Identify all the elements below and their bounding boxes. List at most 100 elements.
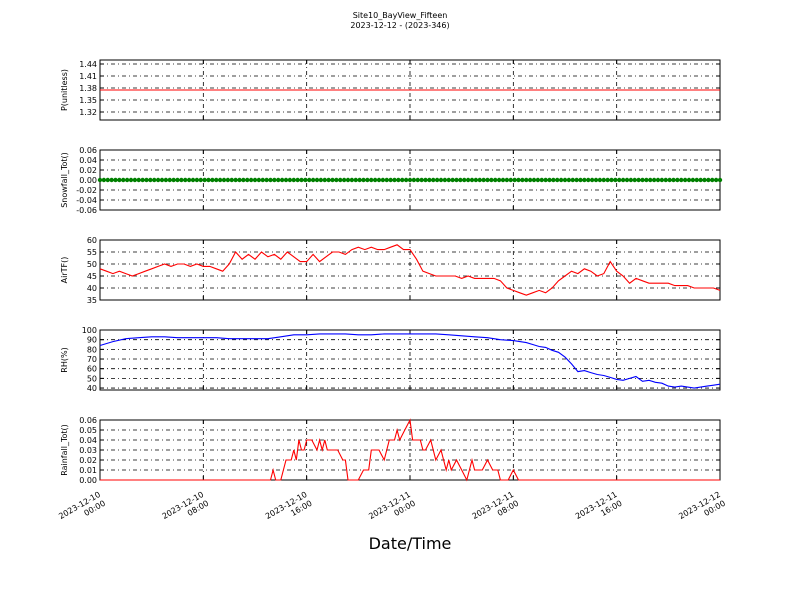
- panel-1-point-63: [341, 177, 347, 183]
- panel-1-point-118: [555, 177, 560, 183]
- panel-1-point-124: [578, 177, 583, 183]
- panel-1-point-96: [469, 177, 475, 183]
- panel-1-point-81: [411, 177, 417, 183]
- panel-1-point-110: [524, 177, 529, 183]
- panel-1-point-123: [574, 177, 579, 183]
- x-tick-label-5: 2023-12-1116:00: [574, 490, 624, 530]
- panel-1-point-97: [473, 177, 479, 183]
- panel-1-point-80: [407, 177, 413, 183]
- panel-1-point-101: [489, 177, 494, 183]
- panel-1-point-137: [628, 177, 634, 183]
- panel-1-point-22: [183, 177, 188, 183]
- panel-0-ytick-label-1: 1.35: [79, 96, 97, 105]
- panel-1-point-130: [601, 177, 606, 183]
- panel-1-point-106: [508, 177, 513, 183]
- panel-3-ytick-label-6: 40: [87, 384, 97, 393]
- panel-1-point-11: [140, 177, 145, 183]
- panel-1-point-148: [671, 177, 676, 183]
- panel-1-point-51: [295, 177, 300, 183]
- panel-2-ytick-label-0: 60: [87, 236, 97, 245]
- panel-1-point-17: [163, 177, 169, 183]
- panel-4-ytick-label-3: 0.03: [79, 446, 97, 455]
- chart-title: Site10_BayView_Fifteen: [352, 11, 448, 20]
- panel-1-point-152: [686, 177, 692, 183]
- panel-1-point-146: [663, 177, 668, 183]
- panel-1-point-27: [202, 177, 207, 183]
- panel-1-point-7: [124, 177, 130, 183]
- panel-1-point-76: [392, 177, 397, 183]
- panel-1-point-68: [361, 177, 366, 183]
- panel-1-point-56: [314, 177, 320, 183]
- panel-1-point-39: [248, 177, 254, 183]
- panel-1-point-92: [454, 177, 459, 183]
- panel-4-ytick-label-0: 0.06: [79, 416, 97, 425]
- panel-1-point-55: [310, 177, 316, 183]
- panel-1-ytick-label-0: 0.06: [79, 146, 97, 155]
- panel-1-point-74: [384, 177, 389, 183]
- panel-1-point-34: [229, 177, 234, 183]
- panel-1-point-91: [450, 177, 455, 183]
- panel-1-point-49: [287, 177, 293, 183]
- panel-3-ytick-label-3: 70: [87, 355, 97, 364]
- panel-1-point-87: [434, 177, 440, 183]
- panel-1-point-129: [597, 177, 603, 183]
- panel-1-point-111: [527, 177, 533, 183]
- panel-1-point-69: [365, 177, 370, 183]
- panel-1-point-141: [644, 177, 649, 183]
- panel-1-point-12: [144, 177, 149, 183]
- panel-2-ytick-label-1: 55: [87, 248, 97, 257]
- panel-4-ytick-label-4: 0.02: [79, 456, 97, 465]
- panel-4-ytick-label-6: 0.00: [79, 476, 97, 485]
- panel-1-point-134: [617, 177, 622, 183]
- panel-2-ytick-label-5: 35: [87, 296, 97, 305]
- panel-1-point-112: [531, 177, 537, 183]
- chart-subtitle: 2023-12-12 - (2023-346): [350, 21, 450, 30]
- panel-1-point-158: [710, 177, 715, 183]
- panel-1-point-104: [500, 177, 506, 183]
- panel-1-point-121: [566, 177, 572, 183]
- panel-1-point-155: [698, 177, 703, 183]
- panel-1-point-60: [330, 177, 335, 183]
- panel-1-point-154: [694, 177, 699, 183]
- panel-1-point-79: [403, 177, 409, 183]
- panel-1-point-93: [458, 177, 463, 183]
- panel-1-point-59: [326, 177, 331, 183]
- panel-3-ytick-label-1: 90: [87, 336, 97, 345]
- panel-1-point-83: [419, 177, 424, 183]
- panel-0-ytick-label-4: 1.44: [79, 60, 97, 69]
- panel-1-point-109: [520, 177, 525, 183]
- panel-1-point-19: [171, 177, 176, 183]
- panel-0-ytick-label-3: 1.41: [79, 72, 97, 81]
- panel-1-point-5: [117, 177, 122, 183]
- panel-3-ylabel: RH(%): [60, 347, 69, 372]
- panel-2-ytick-label-3: 45: [87, 272, 97, 281]
- panel-1-point-114: [539, 177, 544, 183]
- panel-1-point-117: [551, 177, 556, 183]
- panel-1-point-95: [465, 177, 471, 183]
- panel-1-point-24: [190, 177, 196, 183]
- panel-4-ytick-label-5: 0.01: [79, 466, 97, 475]
- panel-1-point-30: [214, 177, 219, 183]
- panel-1-point-33: [225, 177, 231, 183]
- panel-1-point-65: [349, 177, 355, 183]
- panel-1-ytick-label-5: -0.04: [76, 196, 97, 205]
- panel-1-point-86: [431, 177, 436, 183]
- panel-1-point-151: [682, 177, 688, 183]
- x-tick-label-1: 2023-12-1008:00: [161, 490, 211, 530]
- panel-1-point-36: [237, 177, 242, 183]
- panel-1-point-18: [167, 177, 172, 183]
- panel-1-point-10: [136, 177, 141, 183]
- panel-1-point-20: [175, 177, 180, 183]
- panel-1-point-98: [477, 177, 482, 183]
- panel-1-point-131: [605, 177, 610, 183]
- panel-1-point-133: [613, 177, 618, 183]
- panel-1-point-115: [543, 177, 548, 183]
- panel-1-point-159: [713, 177, 719, 183]
- panel-1-point-46: [276, 177, 281, 183]
- panel-1-point-71: [372, 177, 378, 183]
- panel-1-ylabel: Snowfall_Tot(): [60, 152, 69, 208]
- panel-1-ytick-label-1: 0.04: [79, 156, 97, 165]
- panel-1-point-73: [380, 177, 386, 183]
- panel-1-point-72: [376, 177, 382, 183]
